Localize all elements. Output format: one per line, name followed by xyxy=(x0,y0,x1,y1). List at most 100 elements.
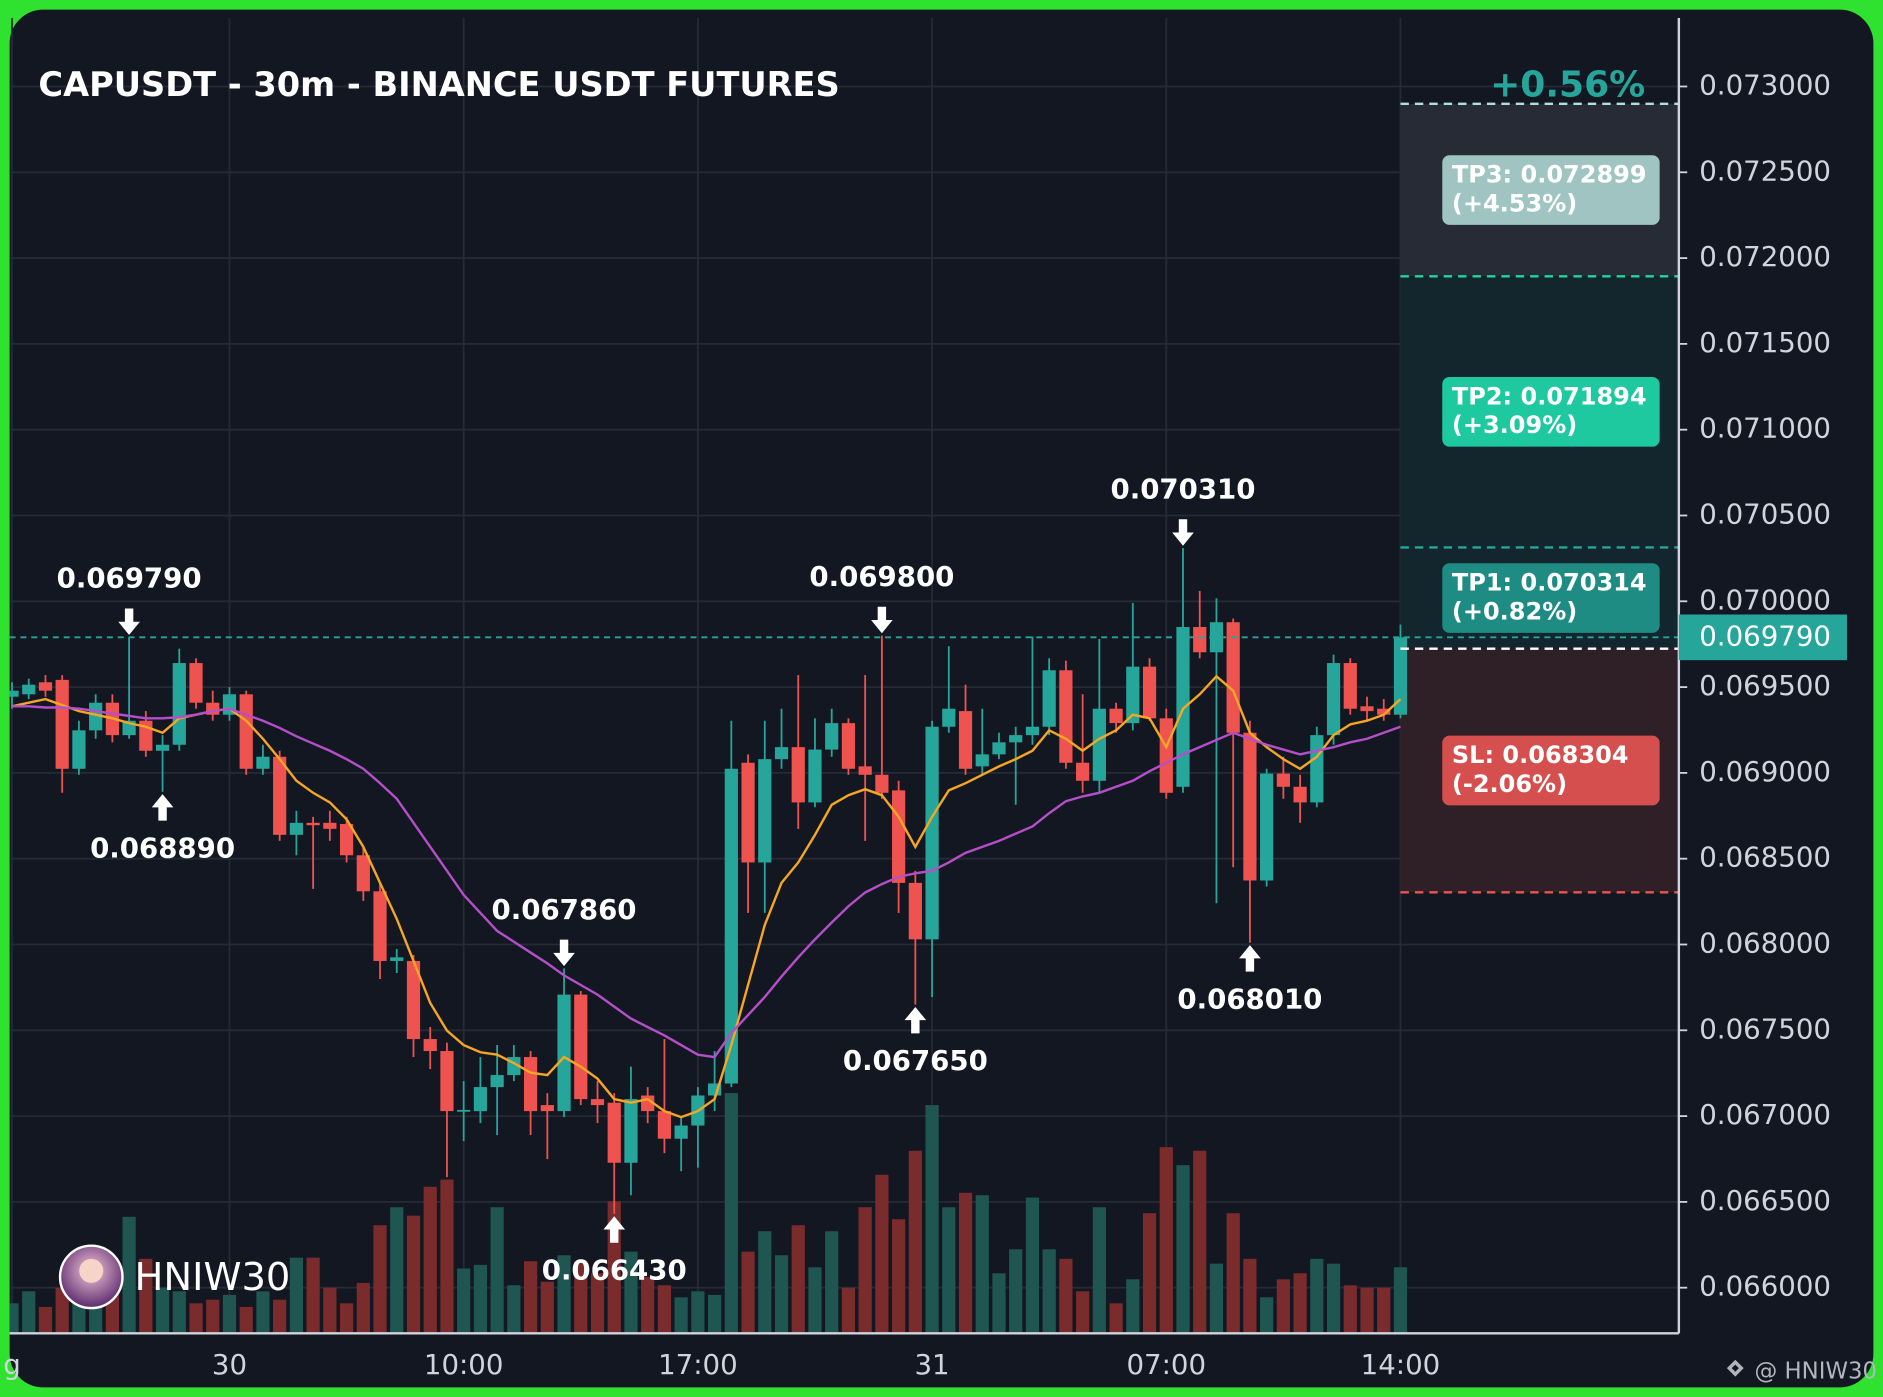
volume-bar xyxy=(908,1150,922,1334)
candle-body xyxy=(607,1102,621,1163)
footer-handle: @ HNIW30 xyxy=(1755,1358,1877,1384)
volume-bar xyxy=(22,1291,36,1334)
x-tick-label: 14:00 xyxy=(1361,1348,1441,1381)
annotation-arrow xyxy=(603,1216,626,1243)
candle-body xyxy=(557,994,571,1112)
y-tick-label: 0.073000 xyxy=(1699,68,1831,101)
candle-body xyxy=(1009,735,1023,743)
volume-bar xyxy=(758,1231,772,1334)
annotation-label: 0.068890 xyxy=(90,831,235,864)
volume-bar xyxy=(1109,1303,1123,1334)
annotation-label: 0.070310 xyxy=(1111,472,1256,505)
y-tick-label: 0.069000 xyxy=(1699,755,1831,788)
y-tick-label: 0.068000 xyxy=(1699,926,1831,959)
volume-bar xyxy=(825,1231,839,1334)
volume-bar xyxy=(791,1225,805,1334)
candle-body xyxy=(172,663,186,745)
volume-bar xyxy=(356,1282,370,1334)
level-change: (+4.53%) xyxy=(1452,189,1577,217)
volume-bar xyxy=(122,1216,136,1334)
candle-body xyxy=(1343,663,1357,709)
x-tick-label: 17:00 xyxy=(658,1348,738,1381)
volume-bar xyxy=(574,1261,588,1334)
candle-body xyxy=(189,663,203,703)
y-tick-label: 0.071500 xyxy=(1699,326,1831,359)
candle-body xyxy=(958,711,973,769)
volume-bar xyxy=(1142,1213,1157,1334)
volume-bar xyxy=(373,1225,387,1334)
volume-bar xyxy=(691,1291,705,1334)
volume-bar xyxy=(942,1207,956,1334)
volume-bar xyxy=(139,1258,153,1334)
candle-body xyxy=(373,891,387,961)
volume-bar xyxy=(724,1093,738,1334)
annotation-arrow xyxy=(151,794,174,821)
volume-bar xyxy=(1360,1287,1374,1334)
x-tick-label: 10:00 xyxy=(424,1348,504,1381)
candle-body xyxy=(490,1075,504,1088)
volume-bar xyxy=(1243,1258,1257,1334)
candle-body xyxy=(339,824,354,856)
candle-body xyxy=(1076,762,1090,781)
volume-bar xyxy=(1025,1197,1040,1334)
level-box xyxy=(1442,155,1660,225)
volume-bar xyxy=(423,1186,437,1334)
annotation-label: 0.067650 xyxy=(843,1044,988,1077)
volume-bar xyxy=(557,1255,571,1334)
volume-bar xyxy=(1176,1165,1190,1334)
candle-body xyxy=(440,1051,454,1112)
volume-bar xyxy=(808,1267,822,1334)
candle-body xyxy=(590,1099,605,1106)
candle-body xyxy=(323,822,337,829)
volume-bar xyxy=(992,1273,1006,1334)
level-label: TP1: 0.070314 xyxy=(1452,569,1647,597)
y-tick-label: 0.072500 xyxy=(1699,154,1831,187)
candle-body xyxy=(1092,708,1106,781)
volume-bar xyxy=(674,1297,688,1334)
level-label: TP2: 0.071894 xyxy=(1452,382,1647,410)
y-tick-label: 0.070000 xyxy=(1699,583,1831,616)
y-tick-label: 0.068500 xyxy=(1699,841,1831,874)
y-tick-label: 0.067000 xyxy=(1699,1098,1831,1131)
volume-bar xyxy=(273,1299,287,1334)
annotation-arrow xyxy=(1239,945,1261,972)
candle-body xyxy=(306,822,320,826)
volume-bar xyxy=(239,1306,253,1334)
volume-bar xyxy=(523,1261,538,1334)
footer-icon xyxy=(1726,1359,1744,1377)
candle-body xyxy=(1126,666,1140,724)
ma-line xyxy=(11,674,1402,1119)
candle-body xyxy=(1326,663,1341,736)
volume-bar xyxy=(1209,1263,1224,1334)
volume-bar xyxy=(1276,1279,1290,1334)
candle-body xyxy=(289,822,303,835)
volume-bar xyxy=(206,1299,220,1334)
x-tick-label: 30 xyxy=(212,1348,247,1381)
candle-body xyxy=(975,754,989,767)
volume-bar xyxy=(1042,1249,1056,1334)
y-tick-label: 0.071000 xyxy=(1699,412,1831,445)
overlay: 0.066000 0.066500 0.067000 0.067500 0.068000… xyxy=(3,18,1847,1381)
volume-bar xyxy=(958,1192,973,1334)
volume-bar xyxy=(55,1287,69,1334)
volume-bar xyxy=(925,1105,939,1334)
candle-body xyxy=(239,694,253,769)
volume-bar xyxy=(490,1207,504,1334)
volume-bar xyxy=(657,1285,672,1334)
last-price-label: 0.069790 xyxy=(1699,619,1831,652)
volume-bar xyxy=(390,1207,404,1334)
level-change: (+0.82%) xyxy=(1452,597,1577,625)
candle-body xyxy=(1360,706,1374,712)
volume-bar xyxy=(38,1306,53,1334)
candle-body xyxy=(356,855,370,892)
change-label: +0.56% xyxy=(1490,64,1645,105)
volume-bar xyxy=(892,1219,906,1334)
volume-bar xyxy=(858,1207,872,1334)
volume-bar xyxy=(440,1179,454,1334)
candle-body xyxy=(9,690,19,697)
candle-body xyxy=(1310,735,1324,803)
candle-body xyxy=(1042,670,1056,727)
candle-body xyxy=(22,684,36,695)
volume-bar xyxy=(1126,1279,1140,1334)
